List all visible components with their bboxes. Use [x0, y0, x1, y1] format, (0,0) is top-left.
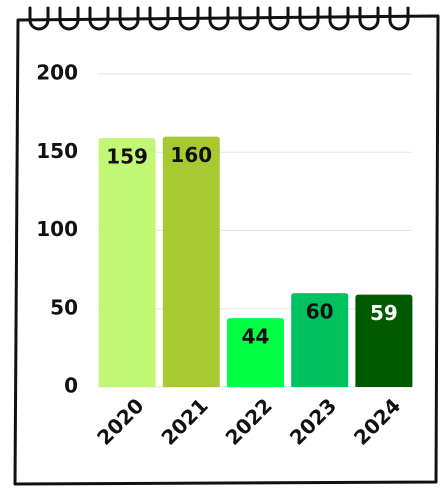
spiral-loop	[388, 6, 410, 31]
spiral-loop	[88, 6, 110, 31]
bar	[98, 138, 156, 387]
bar	[355, 294, 413, 387]
spiral-loop	[298, 6, 320, 31]
value-label: 44	[242, 325, 270, 349]
y-tick-label: 200	[36, 61, 78, 85]
spiral-loop	[178, 6, 200, 31]
spiral-loop	[58, 6, 80, 31]
value-label: 160	[170, 143, 212, 167]
spiral-loop	[328, 6, 350, 31]
spiral-loop	[118, 6, 140, 31]
bar	[227, 318, 284, 387]
value-label: 159	[106, 145, 148, 169]
y-tick-label: 150	[36, 139, 78, 163]
y-tick-label: 100	[36, 217, 78, 241]
spiral-loop	[268, 6, 290, 31]
value-label: 60	[306, 300, 334, 324]
spiral-loop	[148, 6, 170, 31]
bar	[162, 136, 220, 387]
value-label: 59	[370, 301, 398, 325]
spiral-binding	[28, 6, 410, 31]
spiral-loop	[208, 6, 230, 31]
spiral-loop	[28, 6, 50, 31]
y-tick-label: 0	[64, 374, 78, 398]
bar	[291, 293, 349, 387]
y-tick-label: 50	[50, 295, 78, 319]
spiral-loop	[358, 6, 380, 31]
spiral-loop	[238, 6, 260, 31]
